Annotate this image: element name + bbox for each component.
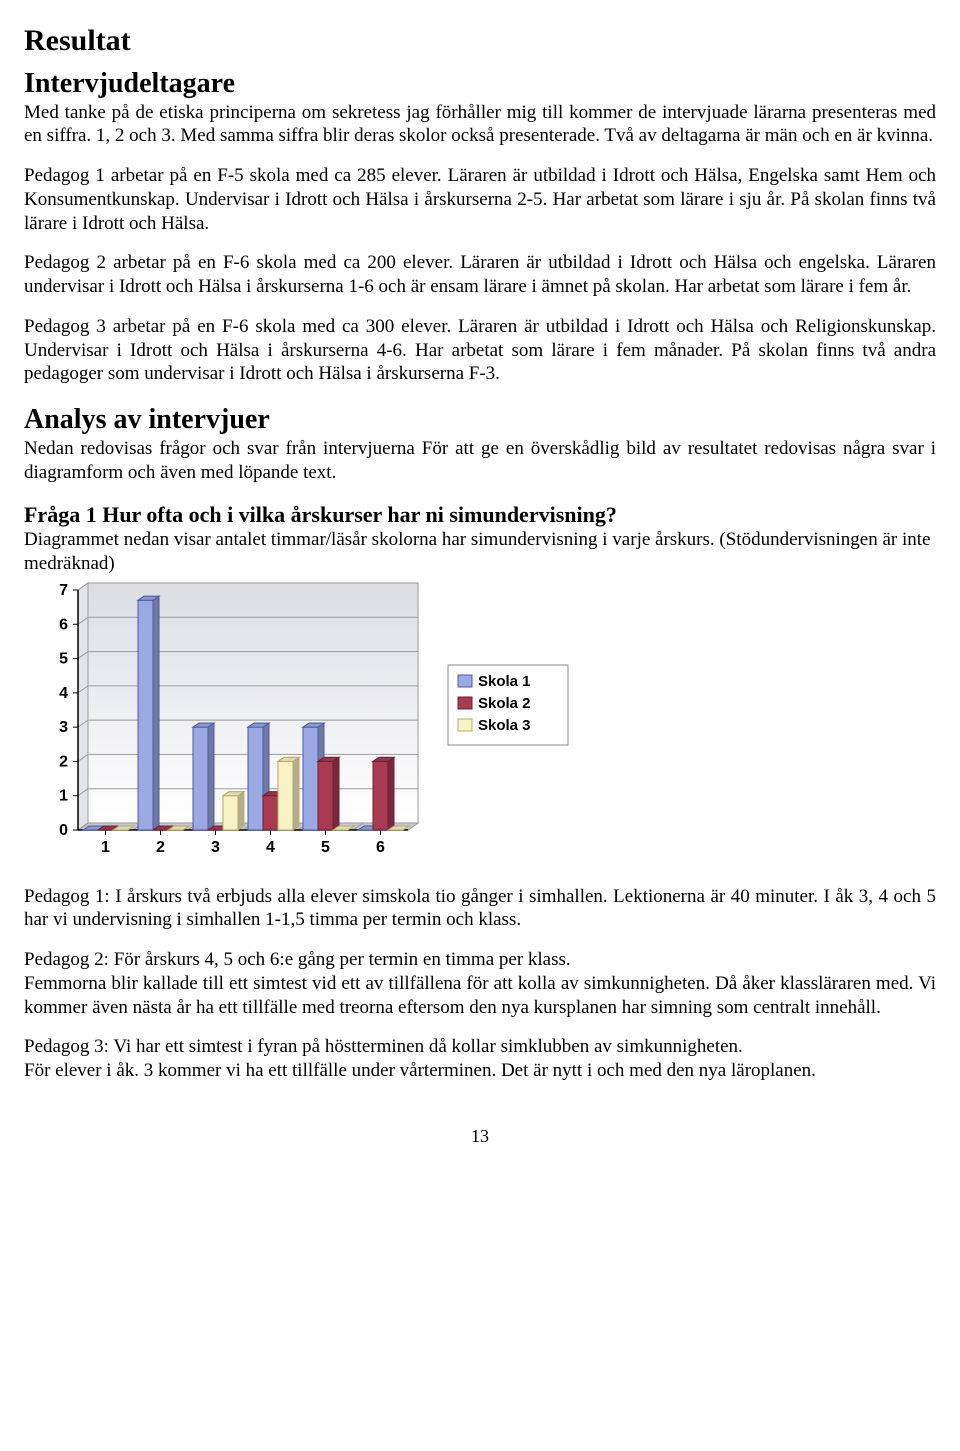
paragraph-ped1-answer: Pedagog 1: I årskurs två erbjuds alla el…	[24, 885, 936, 933]
heading-fraga1: Fråga 1 Hur ofta och i vilka årskurser h…	[24, 501, 936, 529]
page-number: 13	[24, 1125, 936, 1148]
heading-resultat: Resultat	[24, 22, 936, 60]
heading-analys: Analys av intervjuer	[24, 402, 936, 437]
svg-text:Skola 3: Skola 3	[478, 717, 531, 734]
chart-simundervisning: 0 1 2 3 4 5 6 7 1 2 3 4 5 6 Skola 1 Skola 2 Skola 3	[28, 580, 598, 885]
svg-text:1: 1	[101, 839, 110, 856]
paragraph-ped3-answer-line1: Pedagog 3: Vi har ett simtest i fyran på…	[24, 1035, 936, 1059]
svg-text:Skola 2: Skola 2	[478, 695, 531, 712]
paragraph-pedagog3: Pedagog 3 arbetar på en F-6 skola med ca…	[24, 315, 936, 386]
paragraph-intro: Med tanke på de etiska principerna om se…	[24, 101, 936, 149]
svg-text:Skola 1: Skola 1	[478, 673, 531, 690]
svg-text:7: 7	[59, 582, 68, 599]
paragraph-ped2-answer-line2: Femmorna blir kallade till ett simtest v…	[24, 972, 936, 1020]
paragraph-pedagog1: Pedagog 1 arbetar på en F-5 skola med ca…	[24, 164, 936, 235]
svg-text:4: 4	[266, 839, 275, 856]
svg-text:5: 5	[59, 650, 68, 667]
svg-text:2: 2	[156, 839, 165, 856]
paragraph-diagram-lead: Diagrammet nedan visar antalet timmar/lä…	[24, 528, 936, 576]
svg-text:3: 3	[211, 839, 220, 856]
paragraph-pedagog2: Pedagog 2 arbetar på en F-6 skola med ca…	[24, 251, 936, 299]
heading-intervjudeltagare: Intervjudeltagare	[24, 66, 936, 101]
svg-text:4: 4	[59, 684, 68, 701]
svg-text:6: 6	[376, 839, 385, 856]
svg-text:2: 2	[59, 753, 68, 770]
svg-text:5: 5	[321, 839, 330, 856]
paragraph-analys-intro: Nedan redovisas frågor och svar från int…	[24, 437, 936, 485]
svg-text:6: 6	[59, 616, 68, 633]
svg-text:0: 0	[59, 822, 68, 839]
paragraph-ped3-answer-line2: För elever i åk. 3 kommer vi ha ett till…	[24, 1059, 936, 1083]
paragraph-ped2-answer-line1: Pedagog 2: För årskurs 4, 5 och 6:e gång…	[24, 948, 936, 972]
svg-text:1: 1	[59, 787, 68, 804]
svg-text:3: 3	[59, 719, 68, 736]
